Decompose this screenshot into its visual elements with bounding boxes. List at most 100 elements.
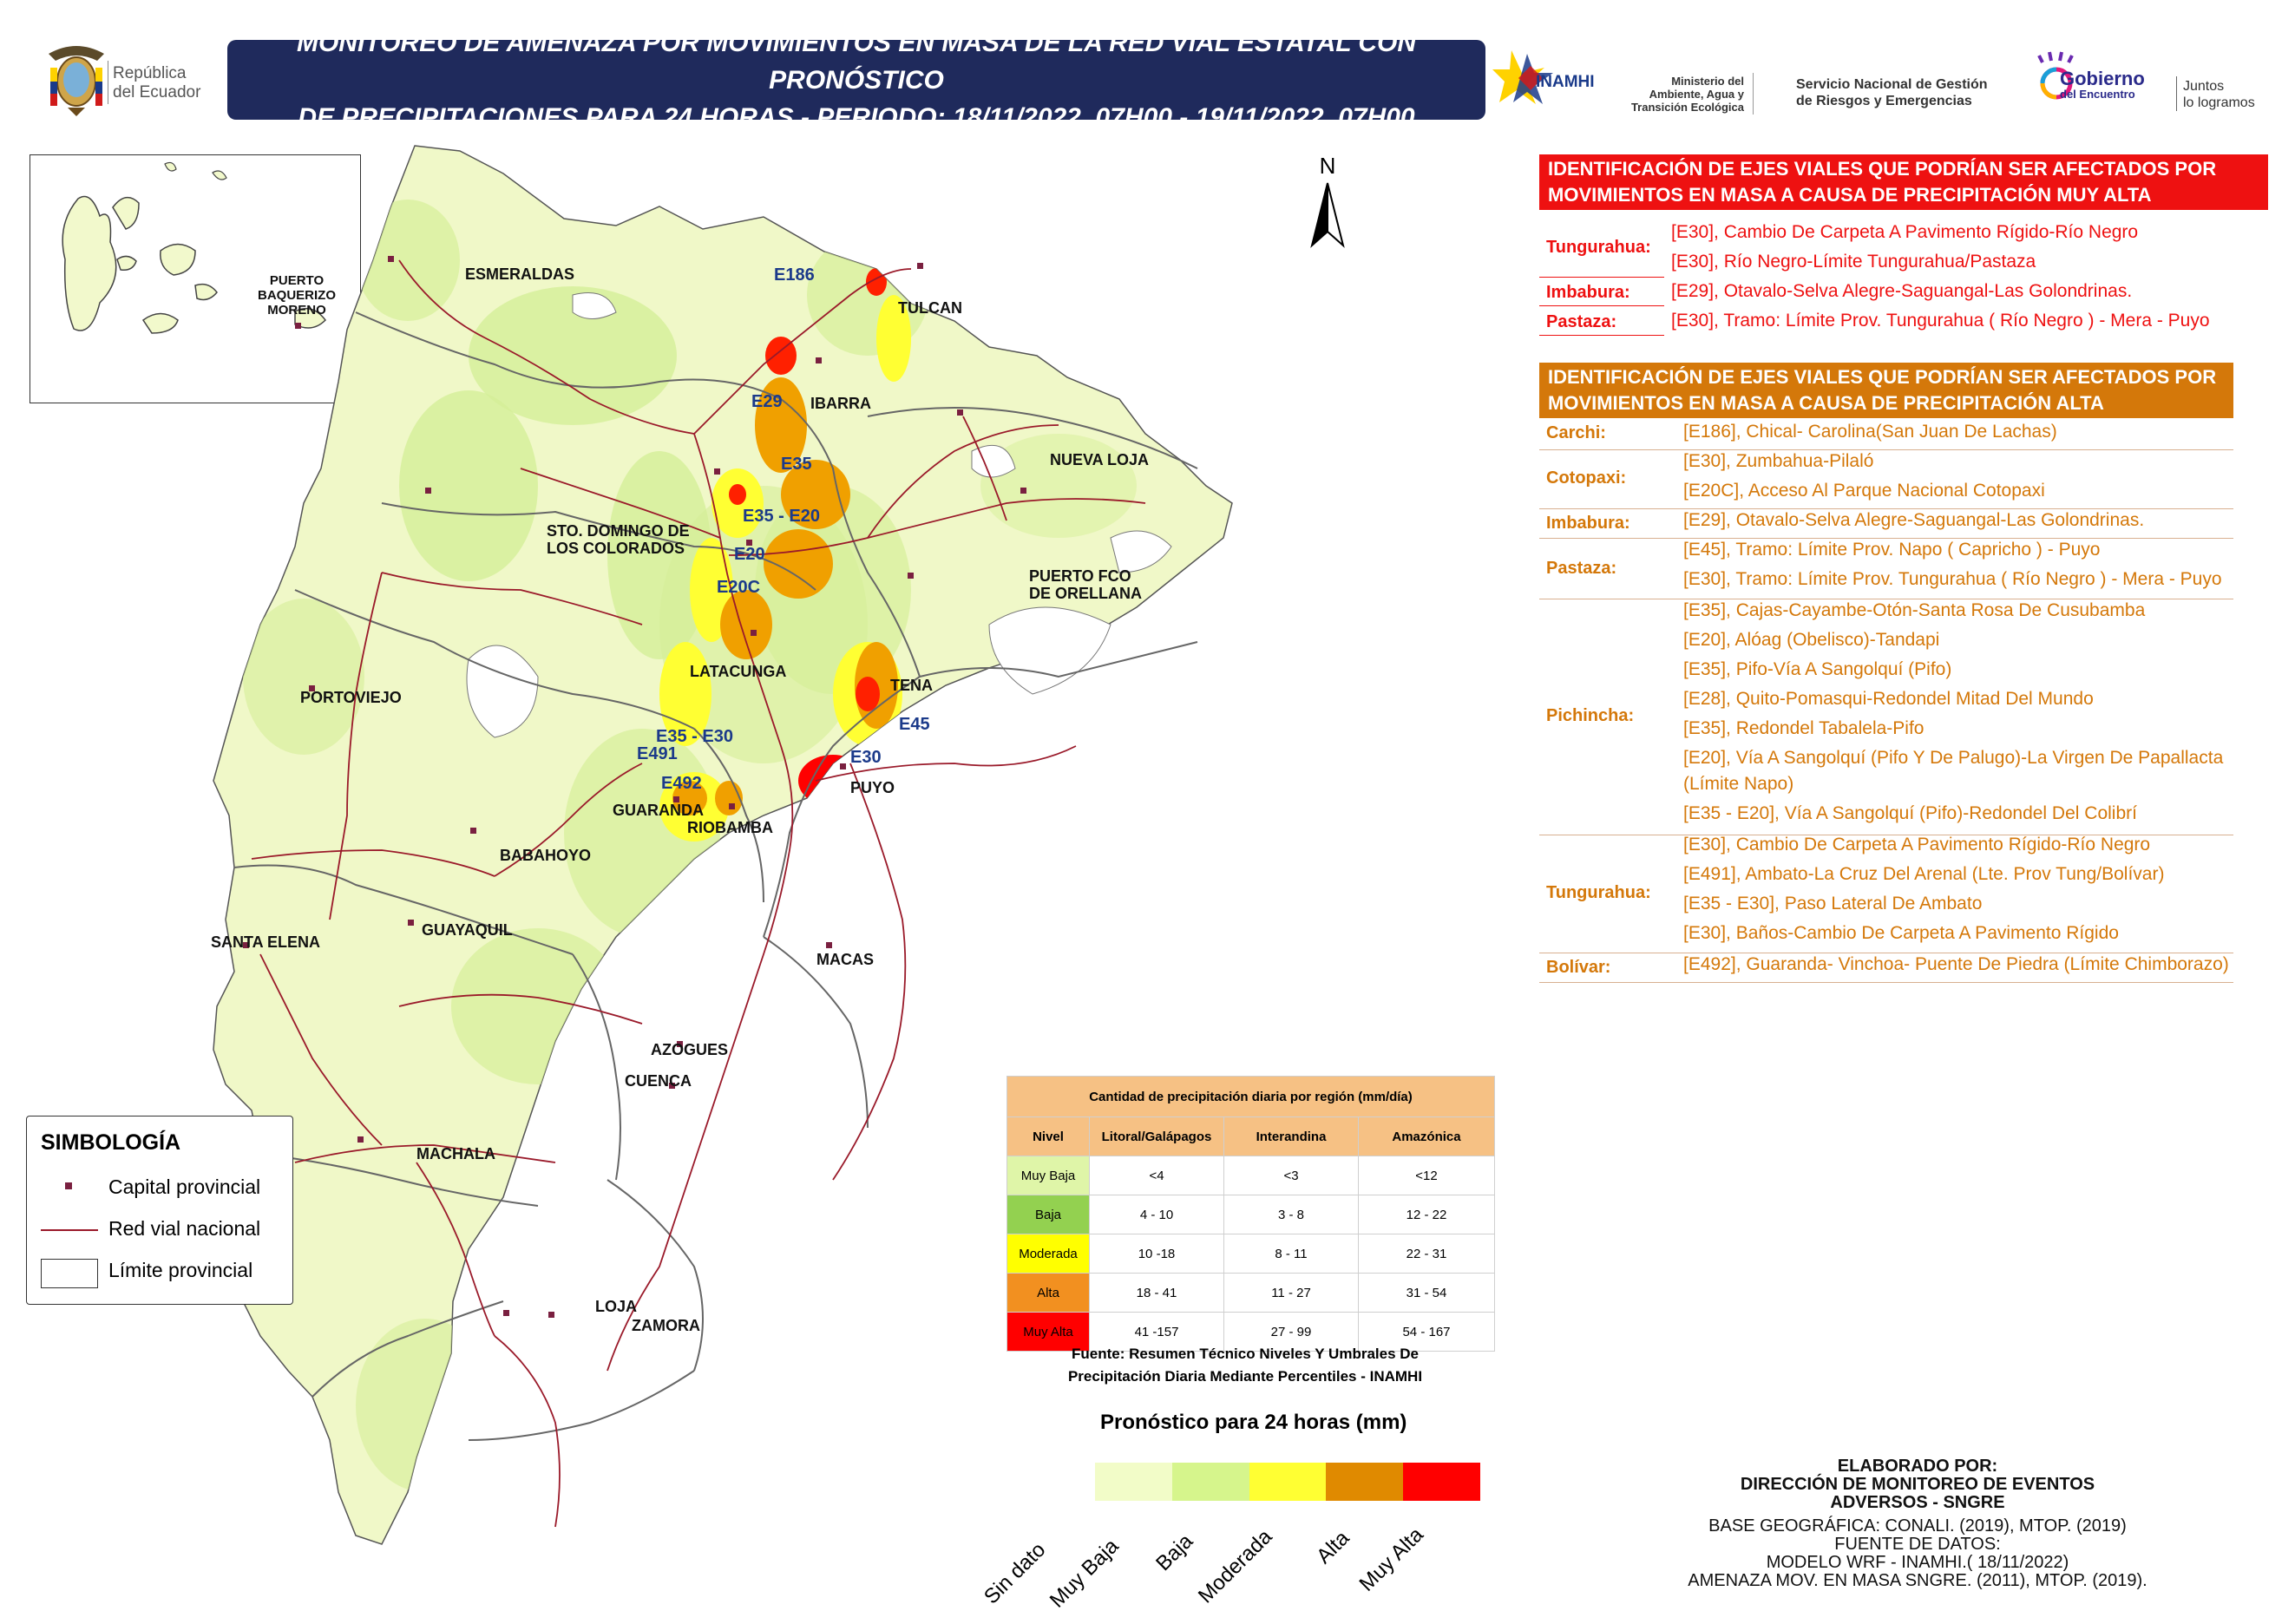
alta-road-18: [E492], Guaranda- Vinchoa- Puente De Pie… <box>1683 954 2229 974</box>
city-santa-elena: SANTA ELENA <box>211 933 320 951</box>
road-e30: E30 <box>850 748 882 767</box>
nivel-cell: Alta <box>1007 1273 1090 1313</box>
sngre-label: Servicio Nacional de Gestión de Riesgos y… <box>1796 77 1988 108</box>
cell: 31 - 54 <box>1358 1273 1495 1313</box>
table-row: Muy Baja <4 <3 <12 <box>1007 1156 1495 1195</box>
alta-road-14: [E30], Cambio De Carpeta A Pavimento Ríg… <box>1683 835 2151 855</box>
alta-road-9: [E35], Pifo-Vía A Sangolquí (Pifo) <box>1683 659 1952 679</box>
sep <box>1539 982 2233 983</box>
table-row: Moderada 10 -18 8 - 11 22 - 31 <box>1007 1234 1495 1274</box>
gobierno-logo <box>2030 50 2082 108</box>
cell: 41 -157 <box>1089 1312 1224 1352</box>
cell: 4 - 10 <box>1089 1195 1224 1234</box>
alta-road-12b: (Límite Napo) <box>1683 774 1794 794</box>
cell: <3 <box>1223 1156 1359 1195</box>
city-zamora: ZAMORA <box>632 1317 700 1334</box>
city-macas: MACAS <box>816 951 874 968</box>
muy-alta-header: IDENTIFICACIÓN DE EJES VIALES QUE PODRÍA… <box>1539 154 2268 210</box>
alta-prov-imbabura: Imbabura: <box>1546 514 1630 533</box>
north-label: N <box>1319 153 1336 179</box>
alta-prov-tungurahua: Tungurahua: <box>1546 883 1651 902</box>
alta-road-13: [E35 - E20], Vía A Sangolquí (Pifo)-Redo… <box>1683 803 2137 823</box>
city-guaranda: GUARANDA <box>613 802 704 819</box>
alta-prov-bolivar: Bolívar: <box>1546 958 1611 977</box>
cell: 12 - 22 <box>1358 1195 1495 1234</box>
alta-road-15: [E491], Ambato-La Cruz Del Arenal (Lte. … <box>1683 864 2165 884</box>
road-e492: E492 <box>661 774 702 793</box>
city-latacunga: LATACUNGA <box>690 663 787 680</box>
limit-symbol <box>41 1259 98 1288</box>
muy-alta-prov-imbabura: Imbabura: <box>1546 283 1630 302</box>
alta-road-5: [E45], Tramo: Límite Prov. Napo ( Capric… <box>1683 540 2101 560</box>
cell: <12 <box>1358 1156 1495 1195</box>
th-amazonica: Amazónica <box>1358 1116 1495 1156</box>
cell: <4 <box>1089 1156 1224 1195</box>
th-interandina: Interandina <box>1223 1116 1359 1156</box>
road-e35-e30: E35 - E30 <box>656 727 733 746</box>
inamhi-label: INAMHI <box>1536 73 1595 91</box>
ministerio-label: Ministerio del Ambiente, Agua y Transición… <box>1630 75 1744 114</box>
muy-alta-road-4: [E30], Tramo: Límite Prov. Tungurahua ( … <box>1671 311 2210 331</box>
city-portoviejo: PORTOVIEJO <box>300 689 402 706</box>
alta-prov-pastaza: Pastaza: <box>1546 559 1617 578</box>
muy-alta-road-3: [E29], Otavalo-Selva Alegre-Saguangal-La… <box>1671 281 2133 301</box>
city-ibarra: IBARRA <box>810 395 871 412</box>
nivel-cell: Baja <box>1007 1195 1090 1234</box>
city-riobamba: RIOBAMBA <box>687 819 773 836</box>
muy-alta-road-2: [E30], Río Negro-Límite Tungurahua/Pasta… <box>1671 252 2036 272</box>
alta-road-7: [E35], Cajas-Cayambe-Otón-Santa Rosa De … <box>1683 600 2146 620</box>
city-machala: MACHALA <box>416 1145 495 1162</box>
city-loja: LOJA <box>595 1298 638 1315</box>
gobierno-divider <box>2176 76 2177 111</box>
road-e186: E186 <box>774 265 815 285</box>
city-nueva-loja: NUEVA LOJA <box>1050 451 1150 468</box>
map-title: MONITOREO DE AMENAZA POR MOVIMIENTOS EN … <box>227 29 1485 132</box>
cell: 54 - 167 <box>1358 1312 1495 1352</box>
alta-road-6: [E30], Tramo: Límite Prov. Tungurahua ( … <box>1683 569 2222 589</box>
simbologia-title: SIMBOLOGÍA <box>41 1130 181 1155</box>
limit-label: Límite provincial <box>108 1259 253 1281</box>
north-arrow-icon <box>1310 182 1345 248</box>
cell: 18 - 41 <box>1089 1273 1224 1313</box>
muy-alta-prov-tungurahua: Tungurahua: <box>1546 238 1651 257</box>
road-e20c: E20C <box>717 578 761 597</box>
capital-symbol <box>65 1182 72 1189</box>
ecuador-logo <box>42 38 111 118</box>
sep <box>1539 538 2233 539</box>
city-puerto-fco: PUERTO FCO DE ORELLANA <box>1029 567 1142 602</box>
galapagos-inset: PUERTO BAQUERIZO MORENO <box>30 154 361 403</box>
ecuador-label: República del Ecuador <box>113 64 201 102</box>
city-tena: TENA <box>890 677 933 694</box>
alta-road-16: [E35 - E30], Paso Lateral De Ambato <box>1683 894 1983 914</box>
alta-prov-carchi: Carchi: <box>1546 423 1606 442</box>
muy-alta-prov-pastaza: Pastaza: <box>1546 312 1617 331</box>
inset-city-label: PUERTO BAQUERIZO MORENO <box>258 273 336 318</box>
sep <box>1539 277 1664 278</box>
city-babahoyo: BABAHOYO <box>500 847 592 864</box>
legend-simbologia: SIMBOLOGÍA Capital provincial Red vial n… <box>26 1116 293 1305</box>
alta-road-1: [E186], Chical- Carolina(San Juan De Lac… <box>1683 422 2057 442</box>
alta-header: IDENTIFICACIÓN DE EJES VIALES QUE PODRÍA… <box>1539 363 2233 418</box>
nivel-cell: Muy Baja <box>1007 1156 1090 1195</box>
city-guayaquil: GUAYAQUIL <box>422 921 513 939</box>
alta-road-11: [E35], Redondel Tabalela-Pifo <box>1683 718 1925 738</box>
juntos-label: Juntos lo logramos <box>2183 79 2255 110</box>
capital-label: Capital provincial <box>108 1175 261 1198</box>
table-caption: Cantidad de precipitación diaria por reg… <box>1007 1076 1495 1117</box>
inamhi-logo <box>1492 47 1588 109</box>
city-puyo: PUYO <box>850 779 895 796</box>
muy-alta-road-1: [E30], Cambio De Carpeta A Pavimento Ríg… <box>1671 222 2139 242</box>
city-azogues: AZOGUES <box>651 1041 729 1058</box>
sep <box>1539 508 2233 509</box>
road-e35: E35 <box>781 455 812 474</box>
road-e20: E20 <box>734 545 765 564</box>
alta-road-12: [E20], Vía A Sangolquí (Pifo Y De Palugo… <box>1683 748 2224 768</box>
city-sto-domingo: STO. DOMINGO DE LOS COLORADOS <box>547 522 690 557</box>
ministerio-divider <box>1753 73 1754 115</box>
sep <box>1539 335 1664 336</box>
cell: 11 - 27 <box>1223 1273 1359 1313</box>
road-e35-e20: E35 - E20 <box>743 507 820 526</box>
class-sin-dato <box>1095 1463 1172 1501</box>
alta-prov-cotopaxi: Cotopaxi: <box>1546 468 1627 488</box>
north-arrow: N <box>1302 153 1354 248</box>
